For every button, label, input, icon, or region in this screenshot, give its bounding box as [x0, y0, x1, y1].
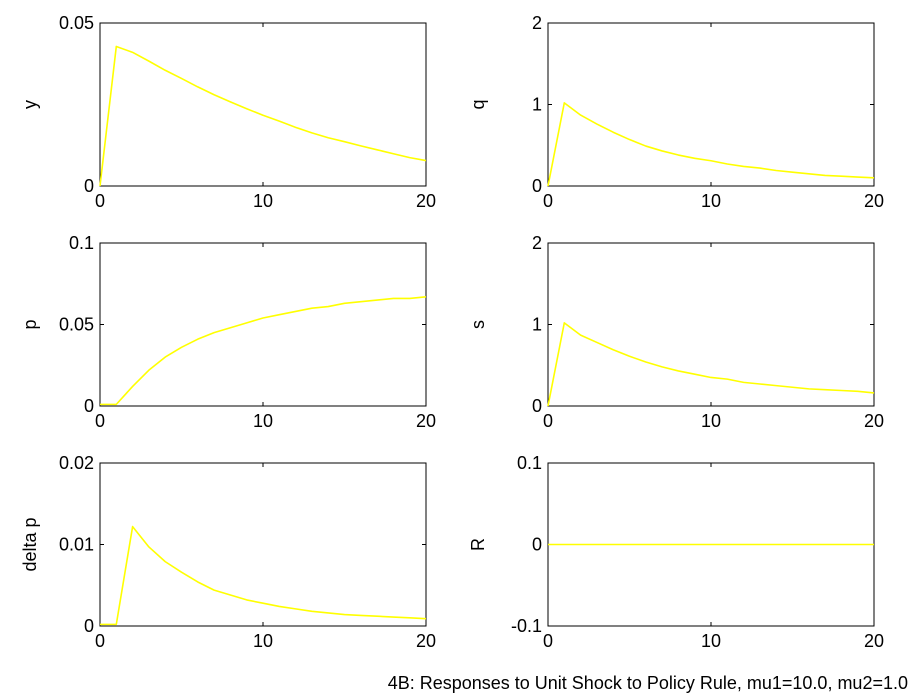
- x-tick-label: 0: [543, 191, 553, 211]
- x-tick-label: 0: [543, 631, 553, 651]
- y-axis-label: s: [468, 320, 488, 329]
- x-tick-label: 20: [416, 411, 436, 431]
- y-axis-label: p: [20, 319, 40, 329]
- panel-y: 0 10 20 0 0.05 y: [20, 13, 436, 211]
- axes-box: [99, 462, 427, 627]
- series-line-q: [547, 102, 875, 187]
- y-tick-label: 0.1: [69, 233, 94, 253]
- series-line-p: [100, 295, 427, 406]
- panel-s: 0 10 20 0 1 2 s: [468, 233, 884, 431]
- x-tick-label: 0: [95, 631, 105, 651]
- panel-delta-p: 0 10 20 0 0.01 0.02 delta p: [20, 453, 436, 651]
- y-tick-label: -0.1: [511, 616, 542, 636]
- y-tick-label: 2: [532, 13, 542, 33]
- y-tick-label: 0: [84, 616, 94, 636]
- axes-box: [547, 22, 875, 187]
- y-axis-label: delta p: [20, 517, 40, 571]
- y-tick-label: 0: [532, 535, 542, 555]
- x-tick-label: 10: [701, 411, 721, 431]
- y-tick-label: 0.02: [59, 453, 94, 473]
- x-tick-label: 10: [253, 191, 273, 211]
- axes-box: [99, 242, 427, 407]
- x-tick-label: 10: [701, 191, 721, 211]
- y-tick-label: 1: [532, 315, 542, 335]
- x-tick-label: 10: [253, 411, 273, 431]
- panel-R: 0 10 20-0.100.1R: [468, 453, 884, 651]
- y-tick-label: 0: [84, 396, 94, 416]
- y-tick-label: 1: [532, 95, 542, 115]
- series-line-s: [547, 322, 875, 407]
- figure-caption: 4B: Responses to Unit Shock to Policy Ru…: [388, 673, 908, 693]
- y-tick-label: 0.05: [59, 13, 94, 33]
- x-tick-label: 10: [701, 631, 721, 651]
- y-tick-label: 0: [532, 396, 542, 416]
- panel-q: 0 10 20 0 1 2 q: [468, 13, 884, 211]
- x-tick-label: 0: [95, 191, 105, 211]
- panel-p: 0 10 20 0 0.05 0.1 p: [20, 233, 436, 431]
- series-line-delta-p: [100, 525, 427, 626]
- y-tick-label: 0.1: [517, 453, 542, 473]
- y-tick-label: 2: [532, 233, 542, 253]
- axes-box: [547, 242, 875, 407]
- x-tick-label: 0: [543, 411, 553, 431]
- y-tick-label: 0.05: [59, 315, 94, 335]
- y-axis-label: q: [468, 99, 488, 109]
- x-tick-label: 0: [95, 411, 105, 431]
- x-tick-label: 20: [416, 631, 436, 651]
- y-axis-label: R: [468, 538, 488, 551]
- y-tick-label: 0.01: [59, 535, 94, 555]
- x-tick-label: 20: [864, 411, 884, 431]
- x-tick-label: 20: [864, 191, 884, 211]
- x-tick-label: 10: [253, 631, 273, 651]
- y-tick-label: 0: [532, 176, 542, 196]
- x-tick-label: 20: [416, 191, 436, 211]
- y-tick-label: 0: [84, 176, 94, 196]
- y-axis-label: y: [20, 100, 40, 109]
- x-tick-label: 20: [864, 631, 884, 651]
- axes-box: [99, 22, 427, 187]
- series-line-y: [99, 45, 427, 187]
